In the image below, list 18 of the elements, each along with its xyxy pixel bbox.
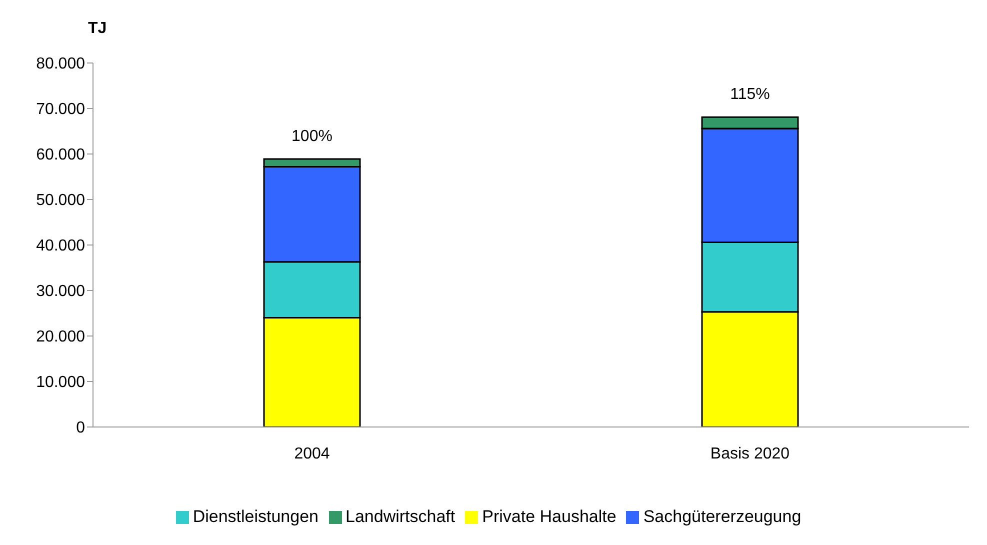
annotation: 100%	[292, 128, 332, 146]
y-tick-label: 80.000	[36, 56, 86, 73]
legend-label: Dienstleistungen	[192, 507, 319, 526]
y-tick-label: 20.000	[36, 328, 86, 346]
x-tick-label: 2004	[294, 445, 330, 462]
y-tick-label: 30.000	[36, 283, 86, 300]
legend-label: Landwirtschaft	[346, 507, 456, 526]
legend-label: Private Haushalte	[482, 507, 616, 526]
y-tick-label: 70.000	[36, 101, 86, 118]
y-tick-label: 40.000	[36, 238, 86, 255]
legend-label: Sachgütererzeugung	[643, 507, 802, 526]
y-axis-title: TJ	[88, 20, 107, 38]
y-tick-label: 50.000	[36, 192, 86, 210]
y-tick-label: 10.000	[36, 374, 86, 392]
y-tick-label: 60.000	[36, 146, 86, 164]
x-tick-label: Basis 2020	[710, 445, 790, 462]
annotation: 115%	[730, 86, 770, 104]
y-tick-label: 0	[76, 420, 86, 437]
